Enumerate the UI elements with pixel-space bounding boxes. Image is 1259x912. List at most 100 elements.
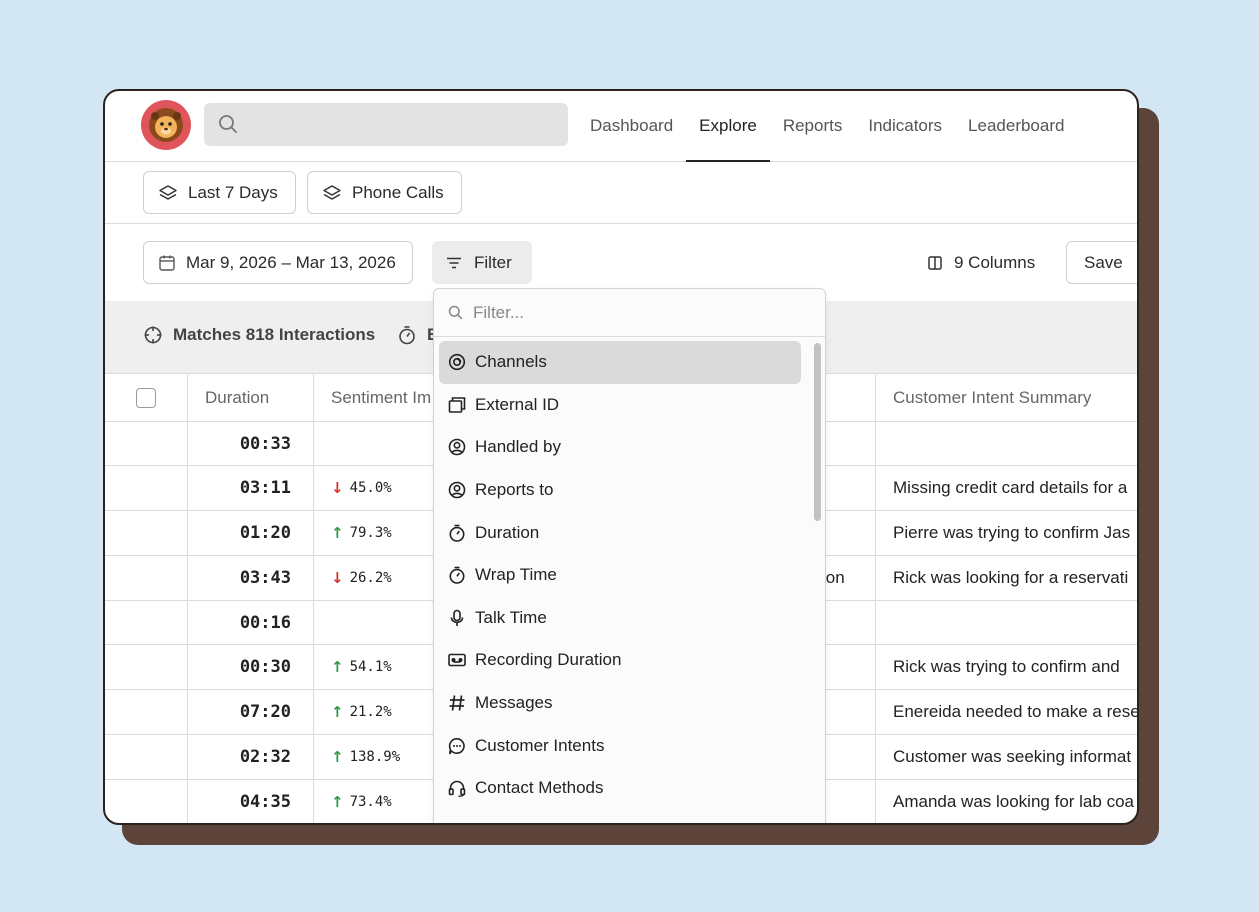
filter-option-label: Channels [475,352,547,372]
headset-icon [448,780,466,798]
arrow-up-icon: ↑ [331,793,344,811]
intent-cell: Rick was looking for a reservati [876,556,1137,600]
avatar-lion-icon[interactable] [141,100,191,150]
recording-icon [448,654,466,667]
filter-option-channels[interactable]: Channels [439,341,801,384]
filter-option-duration[interactable]: Duration [439,511,801,554]
hash-icon [449,695,465,711]
chat-bubble-icon [448,737,465,754]
filter-option-reports-to[interactable]: Reports to [439,469,801,512]
top-navbar: Dashboard Explore Reports Indicators Lea… [105,91,1137,162]
duration-cell: 04:35 [188,780,314,823]
filter-option-wrap-time[interactable]: Wrap Time [439,554,801,597]
matches-label: Matches 818 Interactions [173,325,376,344]
row-checkbox-cell [105,511,188,555]
nav-explore[interactable]: Explore [686,91,770,162]
row-checkbox-cell [105,780,188,823]
date-range-label: Mar 9, 2026 – Mar 13, 2026 [186,252,396,272]
arrow-up-icon: ↑ [331,748,344,766]
filter-option-talk-time[interactable]: Talk Time [439,597,801,640]
filter-option-handled-by[interactable]: Handled by [439,426,801,469]
table-row[interactable]: 07:20 ↑ 21.2% Enereida needed to make a res… [105,690,1137,735]
intent-cell: Rick was trying to confirm and [876,645,1137,689]
sentiment-value: ↑ 138.9% [331,748,400,766]
sentiment-cell [314,422,876,465]
stopwatch-icon [449,566,465,585]
row-checkbox-cell [105,466,188,510]
sentiment-value: ↓ 45.0% [331,479,392,497]
filter-option-label: Recording Duration [475,650,622,670]
stopwatch-icon [449,524,465,542]
table-row[interactable]: 03:11 ↓ 45.0% Missing credit card details f… [105,466,1137,511]
filter-option-recording-duration[interactable]: Recording Duration [439,639,801,682]
header-duration[interactable]: Duration [188,374,314,421]
dropdown-scrollbar[interactable] [814,343,821,521]
filter-button[interactable]: Filter [432,241,532,284]
nav-dashboard[interactable]: Dashboard [590,116,674,135]
intent-cell: Enereida needed to make a rese [876,690,1137,734]
intent-summary: Amanda was looking for lab coa [893,792,1134,811]
header-intent[interactable]: Customer Intent Summary [893,387,1092,407]
filter-option-label: Contact Methods [475,778,604,798]
filter-option-contact-methods[interactable]: Contact Methods [439,767,801,810]
truncated-cell-text: ion [822,568,845,587]
header-sentiment[interactable]: Sentiment Im [314,374,876,421]
header-checkbox-cell [105,374,188,421]
intent-cell: Amanda was looking for lab coa [876,780,1137,823]
duration-value: 03:11 [239,478,291,498]
duration-cell: 03:11 [188,466,314,510]
intent-cell [876,422,1137,465]
sentiment-value: ↑ 21.2% [331,703,392,721]
chip-last-7-days[interactable]: Last 7 Days [143,171,296,214]
main-nav: Dashboard Explore Reports Indicators Lea… [577,91,1077,162]
app-window: Dashboard Explore Reports Indicators Lea… [103,89,1139,825]
columns-button[interactable]: 9 Columns [927,241,1035,284]
chip-phone-calls[interactable]: Phone Calls [307,171,462,214]
channels-icon [448,354,466,371]
search-icon [448,305,463,320]
nav-leaderboard[interactable]: Leaderboard [968,116,1065,135]
duration-value: 02:32 [239,747,291,767]
arrow-up-icon: ↑ [331,658,344,676]
sentiment-cell: ↑ 73.4% [314,780,876,823]
row-checkbox-cell [105,422,188,465]
sentiment-cell [314,601,876,644]
table-row[interactable]: 04:35 ↑ 73.4% Amanda was looking for lab co… [105,780,1137,823]
filter-option-customer-intents[interactable]: Customer Intents [439,724,801,767]
filter-dropdown: Channels External ID Handled by Reports to D… [433,288,826,823]
chip-label: Last 7 Days [188,182,278,202]
filter-search-input[interactable] [473,302,793,323]
sentiment-cell: ↑ 54.1% [314,645,876,689]
save-button[interactable]: Save [1066,241,1137,284]
filter-option-external-id[interactable]: External ID [439,384,801,427]
filter-option-label: Customer Intents [475,735,605,755]
nav-indicators[interactable]: Indicators [868,116,943,135]
filter-option-label: Messages [475,693,553,713]
sentiment-cell: ↑ 21.2% [314,690,876,734]
filter-option-label: Reports to [475,480,554,500]
sentiment-text: 26.2% [349,570,392,586]
search-input[interactable] [204,103,568,146]
layers-icon [323,184,341,200]
sentiment-value: ↑ 54.1% [331,658,392,676]
filter-option-label: Wrap Time [475,565,557,585]
external-id-icon [448,397,466,413]
duration-cell: 02:32 [188,735,314,779]
sentiment-text: 21.2% [349,704,392,720]
row-checkbox-cell [105,556,188,600]
duration-value: 07:20 [239,702,291,722]
saved-view-chips: Last 7 Days Phone Calls [105,162,1137,224]
sentiment-text: 138.9% [349,749,401,765]
sentiment-text: 54.1% [349,659,392,675]
nav-reports[interactable]: Reports [782,116,843,135]
select-all-checkbox[interactable] [136,387,156,408]
intent-summary: Rick was trying to confirm and [893,657,1120,676]
filter-option-messages[interactable]: Messages [439,682,801,725]
arrow-up-icon: ↑ [331,703,344,721]
search-icon [218,114,238,139]
date-range-button[interactable]: Mar 9, 2026 – Mar 13, 2026 [143,241,413,284]
intent-cell [876,601,1137,644]
arrow-down-icon: ↓ [331,569,344,587]
chip-label: Phone Calls [352,182,444,202]
intent-summary: Pierre was trying to confirm Jas [893,523,1131,542]
